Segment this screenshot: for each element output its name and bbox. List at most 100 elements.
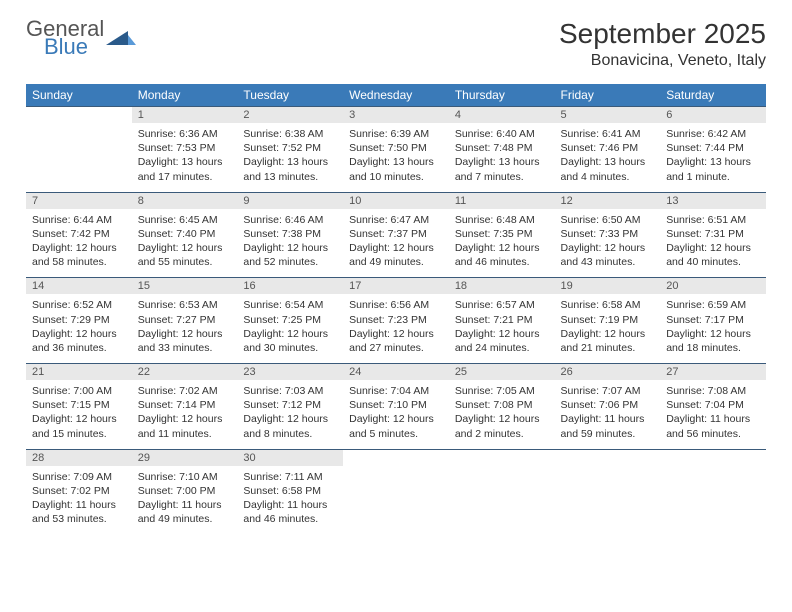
day-number-cell: 11 [449,192,555,209]
day-number-cell [26,107,132,124]
daylight-line: Daylight: 12 hours and 24 minutes. [455,327,549,355]
weekday-header: Saturday [660,84,766,107]
sunset-line: Sunset: 7:14 PM [138,398,232,412]
sunrise-line: Sunrise: 6:59 AM [666,298,760,312]
day-number-cell: 12 [555,192,661,209]
day-info-cell: Sunrise: 7:00 AMSunset: 7:15 PMDaylight:… [26,380,132,449]
daylight-line: Daylight: 12 hours and 49 minutes. [349,241,443,269]
day-number-cell: 8 [132,192,238,209]
day-number-cell [343,449,449,466]
day-number-cell: 7 [26,192,132,209]
sunrise-line: Sunrise: 7:08 AM [666,384,760,398]
sunrise-line: Sunrise: 6:54 AM [243,298,337,312]
daylight-line: Daylight: 12 hours and 36 minutes. [32,327,126,355]
calendar-table: SundayMondayTuesdayWednesdayThursdayFrid… [26,84,766,534]
day-info-cell: Sunrise: 7:05 AMSunset: 7:08 PMDaylight:… [449,380,555,449]
sunrise-line: Sunrise: 7:11 AM [243,470,337,484]
day-number-cell: 21 [26,364,132,381]
day-number-cell: 27 [660,364,766,381]
day-info-cell: Sunrise: 6:56 AMSunset: 7:23 PMDaylight:… [343,294,449,363]
day-number-cell [555,449,661,466]
daylight-line: Daylight: 11 hours and 49 minutes. [138,498,232,526]
sunset-line: Sunset: 7:52 PM [243,141,337,155]
triangle-icon [106,29,136,54]
daylight-line: Daylight: 13 hours and 4 minutes. [561,155,655,183]
weekday-header: Sunday [26,84,132,107]
day-info-row: Sunrise: 7:00 AMSunset: 7:15 PMDaylight:… [26,380,766,449]
daylight-line: Daylight: 12 hours and 11 minutes. [138,412,232,440]
daylight-line: Daylight: 12 hours and 18 minutes. [666,327,760,355]
daylight-line: Daylight: 12 hours and 27 minutes. [349,327,443,355]
sunset-line: Sunset: 7:38 PM [243,227,337,241]
daylight-line: Daylight: 12 hours and 55 minutes. [138,241,232,269]
sunset-line: Sunset: 7:40 PM [138,227,232,241]
day-number-cell: 30 [237,449,343,466]
day-number-cell: 4 [449,107,555,124]
sunrise-line: Sunrise: 7:02 AM [138,384,232,398]
day-info-cell: Sunrise: 6:47 AMSunset: 7:37 PMDaylight:… [343,209,449,278]
day-info-cell: Sunrise: 6:38 AMSunset: 7:52 PMDaylight:… [237,123,343,192]
location: Bonavicina, Veneto, Italy [559,52,766,70]
daylight-line: Daylight: 11 hours and 56 minutes. [666,412,760,440]
daylight-line: Daylight: 13 hours and 17 minutes. [138,155,232,183]
day-number-row: 123456 [26,107,766,124]
day-info-cell [660,466,766,535]
day-info-cell: Sunrise: 6:52 AMSunset: 7:29 PMDaylight:… [26,294,132,363]
day-number-row: 282930 [26,449,766,466]
sunset-line: Sunset: 7:12 PM [243,398,337,412]
sunrise-line: Sunrise: 7:04 AM [349,384,443,398]
sunrise-line: Sunrise: 6:51 AM [666,213,760,227]
sunset-line: Sunset: 7:50 PM [349,141,443,155]
daylight-line: Daylight: 12 hours and 30 minutes. [243,327,337,355]
sunset-line: Sunset: 7:15 PM [32,398,126,412]
weekday-header: Tuesday [237,84,343,107]
day-info-cell: Sunrise: 6:58 AMSunset: 7:19 PMDaylight:… [555,294,661,363]
day-number-cell: 2 [237,107,343,124]
daylight-line: Daylight: 12 hours and 8 minutes. [243,412,337,440]
sunrise-line: Sunrise: 6:48 AM [455,213,549,227]
weekday-header: Thursday [449,84,555,107]
day-number-cell [449,449,555,466]
day-info-cell: Sunrise: 6:39 AMSunset: 7:50 PMDaylight:… [343,123,449,192]
sunset-line: Sunset: 7:17 PM [666,313,760,327]
sunrise-line: Sunrise: 6:38 AM [243,127,337,141]
sunset-line: Sunset: 7:08 PM [455,398,549,412]
day-number-cell: 23 [237,364,343,381]
day-number-cell: 10 [343,192,449,209]
day-number-cell: 24 [343,364,449,381]
day-info-cell: Sunrise: 6:42 AMSunset: 7:44 PMDaylight:… [660,123,766,192]
day-info-cell: Sunrise: 6:53 AMSunset: 7:27 PMDaylight:… [132,294,238,363]
sunset-line: Sunset: 7:35 PM [455,227,549,241]
sunrise-line: Sunrise: 6:47 AM [349,213,443,227]
sunrise-line: Sunrise: 7:05 AM [455,384,549,398]
daylight-line: Daylight: 12 hours and 58 minutes. [32,241,126,269]
sunset-line: Sunset: 7:37 PM [349,227,443,241]
sunset-line: Sunset: 7:06 PM [561,398,655,412]
sunset-line: Sunset: 7:46 PM [561,141,655,155]
sunrise-line: Sunrise: 6:57 AM [455,298,549,312]
day-number-cell: 9 [237,192,343,209]
sunset-line: Sunset: 7:19 PM [561,313,655,327]
weekday-header: Monday [132,84,238,107]
header: General Blue September 2025 Bonavicina, … [26,18,766,70]
sunset-line: Sunset: 7:04 PM [666,398,760,412]
day-number-cell: 19 [555,278,661,295]
day-info-cell: Sunrise: 6:36 AMSunset: 7:53 PMDaylight:… [132,123,238,192]
day-info-cell [449,466,555,535]
daylight-line: Daylight: 12 hours and 5 minutes. [349,412,443,440]
sunset-line: Sunset: 7:53 PM [138,141,232,155]
day-number-cell: 18 [449,278,555,295]
daylight-line: Daylight: 12 hours and 33 minutes. [138,327,232,355]
sunset-line: Sunset: 7:33 PM [561,227,655,241]
title-block: September 2025 Bonavicina, Veneto, Italy [559,18,766,70]
day-info-cell: Sunrise: 6:50 AMSunset: 7:33 PMDaylight:… [555,209,661,278]
sunrise-line: Sunrise: 7:10 AM [138,470,232,484]
daylight-line: Daylight: 12 hours and 43 minutes. [561,241,655,269]
daylight-line: Daylight: 11 hours and 59 minutes. [561,412,655,440]
day-info-cell: Sunrise: 7:10 AMSunset: 7:00 PMDaylight:… [132,466,238,535]
sunrise-line: Sunrise: 6:41 AM [561,127,655,141]
sunrise-line: Sunrise: 6:39 AM [349,127,443,141]
sunset-line: Sunset: 7:25 PM [243,313,337,327]
daylight-line: Daylight: 12 hours and 40 minutes. [666,241,760,269]
day-info-cell: Sunrise: 6:51 AMSunset: 7:31 PMDaylight:… [660,209,766,278]
